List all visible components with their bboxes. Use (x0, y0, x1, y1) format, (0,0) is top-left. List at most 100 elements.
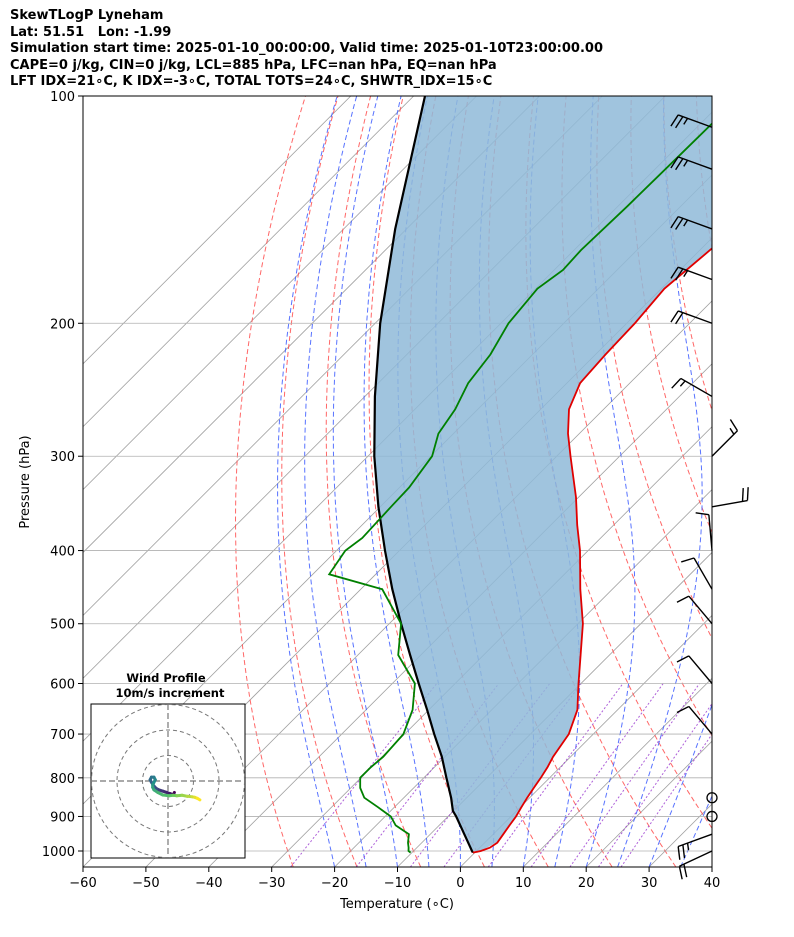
wind-barb (676, 595, 713, 625)
cape-region (374, 96, 712, 851)
dry-adiabat-line (281, 96, 358, 867)
barb-staff (688, 706, 713, 735)
barb-staff (679, 850, 713, 867)
moist-adiabat-line (277, 96, 338, 867)
barb-flag (675, 217, 684, 230)
mixing-ratio-line (530, 683, 664, 867)
isotherm-line (83, 96, 352, 365)
x-tick-label: −10 (384, 876, 411, 891)
barb-flag (671, 377, 682, 389)
isotherm-line (523, 677, 712, 867)
barb-flag (670, 156, 679, 169)
x-axis-ticks: −60 −50 −40 −30 −20 −10 0 10 20 30 40 (69, 867, 720, 891)
barb-half-flag (686, 842, 690, 851)
barb-staff (711, 499, 748, 508)
sounding-profiles (327, 96, 712, 854)
wind-barb (678, 850, 713, 880)
barb-staff (693, 557, 713, 590)
wind-barb (671, 377, 713, 398)
barb-flag (670, 216, 679, 229)
barb-flag (670, 266, 679, 279)
x-axis-label: Temperature (∘C) (339, 897, 454, 912)
moist-adiabat-line (648, 703, 712, 867)
y-tick-label: 600 (50, 678, 75, 693)
barb-staff (677, 266, 713, 281)
mixing-ratio-line (569, 683, 700, 867)
barb-flag (695, 512, 709, 516)
barb-flag (681, 557, 695, 563)
barb-staff (677, 114, 713, 128)
cape-fill (374, 96, 712, 851)
barb-flag (675, 312, 684, 325)
chart-header: SkewTLogP Lyneham Lat: 51.51 Lon: -1.99 Si… (10, 8, 603, 91)
y-tick-label: 400 (50, 545, 75, 560)
barb-flag (729, 419, 739, 432)
y-axis-label: Pressure (hPa) (18, 435, 33, 528)
barb-flag (676, 595, 690, 603)
barb-flag (676, 705, 690, 714)
wind-barb (670, 215, 713, 230)
wind-barb (706, 792, 718, 804)
inset-subtitle: 10m/s increment (116, 686, 225, 700)
moist-adiabat-line (332, 96, 398, 867)
x-tick-label: 40 (704, 876, 721, 891)
x-tick-label: 0 (456, 876, 464, 891)
x-tick-label: 10 (515, 876, 532, 891)
isotherm-line (460, 614, 712, 867)
moist-adiabat-line (711, 865, 712, 867)
temperature-profile-line (472, 247, 712, 854)
y-axis-ticks: 1000 900 800 700 600 500 400 300 200 100 (42, 90, 83, 860)
chart-title: SkewTLogP Lyneham (10, 8, 164, 23)
parcel-profile-line (373, 96, 474, 854)
x-tick-label: −50 (132, 876, 159, 891)
y-tick-label: 500 (50, 618, 75, 633)
barb-half-flag (683, 219, 689, 227)
wind-barb (711, 419, 739, 457)
time-line: Simulation start time: 2025-01-10_00:00:… (10, 41, 603, 57)
barb-flag (682, 844, 686, 859)
location-line: Lat: 51.51 Lon: -1.99 (10, 24, 172, 40)
moist-adiabat-line (304, 96, 367, 867)
barb-flag (676, 655, 690, 663)
x-tick-label: −30 (258, 876, 285, 891)
stability-line: CAPE=0 j/kg, CIN=0 j/kg, LCL=885 hPa, LF… (10, 57, 497, 73)
x-tick-label: 20 (578, 876, 595, 891)
wind-barb (711, 487, 749, 508)
barb-half-flag (683, 270, 689, 278)
inset-title: Wind Profile (126, 671, 206, 685)
y-tick-label: 300 (50, 450, 75, 465)
mixing-ratio-line (487, 683, 624, 867)
barb-flag (675, 268, 684, 281)
barb-staff (711, 430, 738, 457)
wind-barb (706, 810, 718, 823)
wind-barbs (670, 114, 749, 880)
dry-adiabat-line (368, 96, 485, 867)
barb-flag (675, 116, 684, 129)
dry-adiabat-line (234, 96, 306, 867)
isotherm-line (83, 96, 477, 491)
wind-barb (670, 156, 713, 171)
dewpoint-profile-line (327, 122, 712, 854)
mixing-ratio-line (597, 702, 712, 867)
wind-barb (676, 705, 713, 735)
barb-flag (677, 846, 681, 860)
barb-staff (677, 156, 713, 170)
mixing-ratio-line (290, 683, 438, 867)
wind-barb (670, 310, 713, 325)
wind-barb (677, 833, 713, 860)
dry-adiabat-line (325, 96, 422, 867)
barb-staff (677, 310, 713, 324)
barb-staff (708, 514, 713, 551)
wind-barb (681, 557, 713, 590)
barb-flag (678, 866, 683, 880)
isotherm-line (208, 363, 712, 867)
y-tick-label: 700 (50, 728, 75, 743)
y-tick-label: 1000 (42, 845, 75, 860)
barb-half-flag (683, 159, 689, 167)
y-tick-label: 800 (50, 772, 75, 787)
dry-adiabat-line (762, 96, 794, 867)
x-tick-label: 30 (641, 876, 658, 891)
isotherm-line (83, 96, 414, 428)
barb-half-flag (683, 117, 689, 125)
